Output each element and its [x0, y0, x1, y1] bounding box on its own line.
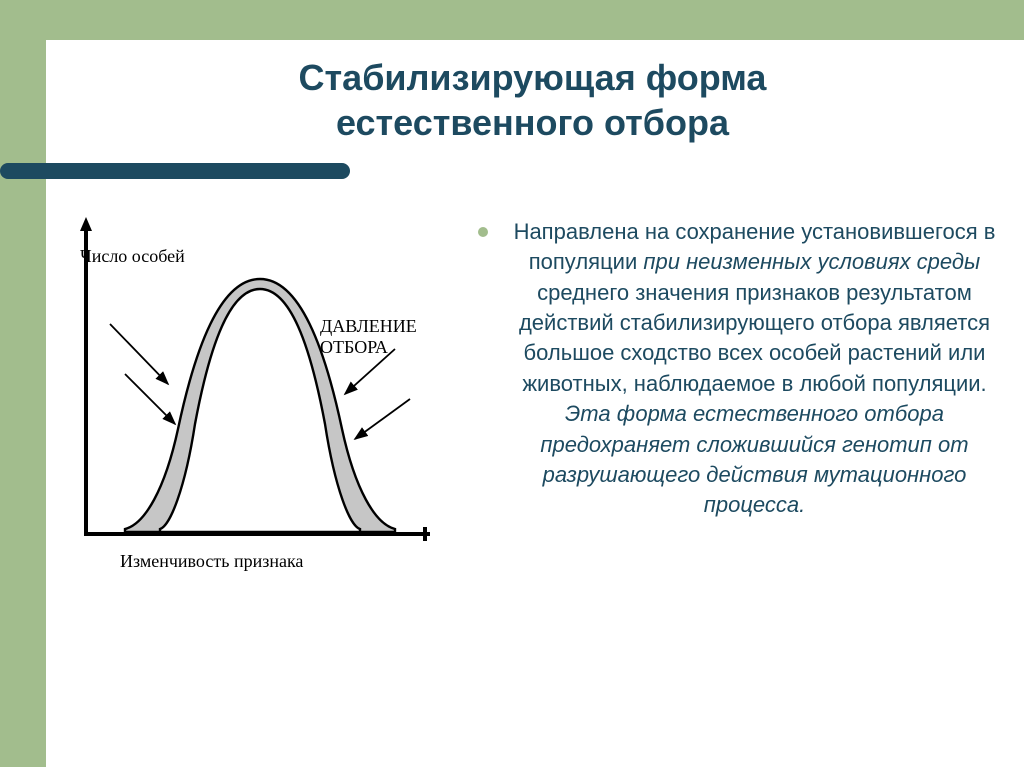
- y-axis-arrowhead: [80, 217, 92, 231]
- seg2: при неизменных условиях среды: [643, 249, 980, 274]
- bullet-icon: [478, 227, 488, 237]
- slide-title: Стабилизирующая форма естественного отбо…: [60, 55, 1005, 145]
- pressure-l1: ДАВЛЕНИЕ: [320, 316, 417, 336]
- pressure-arrow: [125, 374, 175, 424]
- pressure-label: ДАВЛЕНИЕ ОТБОРА: [320, 316, 417, 357]
- title-line2: естественного отбора: [336, 102, 729, 143]
- slide-content: Стабилизирующая форма естественного отбо…: [60, 55, 1005, 591]
- y-axis-label: Число особей: [80, 246, 185, 267]
- diagram-column: Число особей ДАВЛЕНИЕ ОТБОРА: [60, 211, 460, 591]
- frame-top: [0, 0, 1024, 40]
- seg4: Эта форма естественного отбора предохран…: [540, 401, 968, 517]
- title-line1: Стабилизирующая форма: [299, 57, 767, 98]
- x-axis-label: Изменчивость признака: [120, 551, 303, 572]
- seg3: среднего значения признаков результатом …: [519, 280, 990, 396]
- text-column: Направлена на сохранение установившегося…: [478, 211, 1005, 591]
- underline-bar: [0, 163, 350, 179]
- bullet-row: Направлена на сохранение установившегося…: [478, 217, 1005, 521]
- body-paragraph: Направлена на сохранение установившегося…: [504, 217, 1005, 521]
- selection-diagram: Число особей ДАВЛЕНИЕ ОТБОРА: [60, 211, 460, 591]
- frame-left: [0, 0, 46, 767]
- columns: Число особей ДАВЛЕНИЕ ОТБОРА: [60, 211, 1005, 591]
- title-underline: [60, 163, 1005, 181]
- pressure-l2: ОТБОРА: [320, 337, 388, 357]
- pressure-arrow: [110, 324, 168, 384]
- pressure-arrow: [355, 399, 410, 439]
